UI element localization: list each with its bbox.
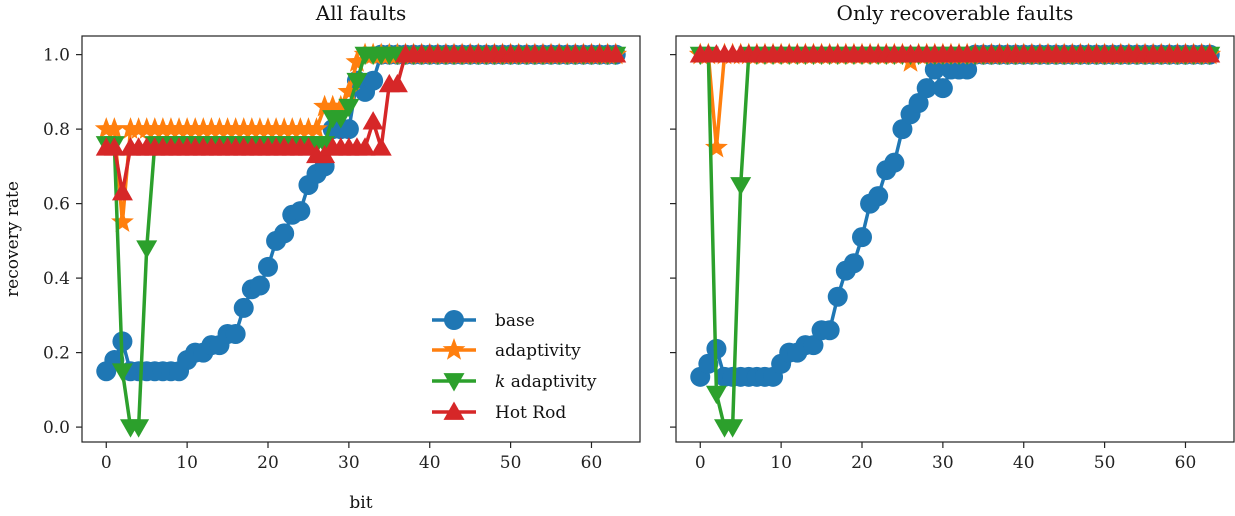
data-point	[892, 119, 913, 140]
data-point	[908, 93, 929, 114]
x-tick-label: 10	[176, 453, 198, 473]
series-line	[104, 52, 616, 373]
data-point	[803, 335, 824, 356]
series-line	[698, 52, 1210, 379]
y-tick-label: 0.2	[43, 344, 70, 364]
y-tick-label: 1.0	[43, 46, 70, 66]
legend-marker-circle	[444, 310, 464, 330]
x-tick-label: 40	[419, 453, 441, 473]
data-point	[249, 275, 270, 296]
series-hot-rod	[95, 44, 627, 201]
data-point	[363, 70, 384, 91]
data-point	[705, 385, 727, 405]
x-tick-label: 40	[1013, 453, 1035, 473]
legend-label: base	[495, 311, 535, 331]
data-point	[337, 79, 361, 102]
data-point	[884, 152, 905, 173]
data-point	[843, 253, 864, 274]
x-tick-label: 30	[338, 453, 360, 473]
series-base	[96, 44, 626, 382]
data-point	[330, 110, 352, 129]
data-point	[868, 186, 889, 207]
x-tick-label: 60	[581, 453, 603, 473]
legend-marker-triangle-down	[443, 373, 465, 392]
data-point	[274, 223, 295, 244]
axes-frame	[675, 35, 1235, 443]
data-point	[329, 94, 353, 117]
data-point	[346, 72, 368, 92]
y-axis-label: recovery rate	[3, 181, 23, 297]
data-point	[103, 137, 125, 156]
data-point	[1199, 44, 1221, 63]
data-point	[345, 50, 369, 72]
x-tick-label: 0	[101, 453, 112, 473]
chart-title: Only recoverable faults	[837, 1, 1074, 25]
data-point	[370, 137, 392, 156]
legend-label-italic: k	[495, 372, 505, 392]
x-tick-label: 60	[1175, 453, 1197, 473]
data-point	[290, 201, 311, 222]
legend-marker-triangle-up	[443, 401, 465, 420]
legend-label: Hot Rod	[495, 403, 566, 423]
legend-marker-star	[442, 338, 466, 360]
legend-item-k-adaptivity: k adaptivity	[432, 372, 597, 392]
data-point	[338, 119, 359, 140]
data-point	[128, 419, 150, 438]
data-point	[730, 177, 752, 196]
data-point	[852, 227, 872, 248]
legend-item-base: base	[432, 310, 535, 331]
data-point	[111, 210, 134, 232]
data-point	[111, 363, 133, 382]
y-tick-label: 0.4	[43, 269, 70, 289]
x-tick-label: 50	[1094, 453, 1116, 473]
y-tick-label: 0.0	[43, 418, 70, 438]
x-tick-label: 0	[695, 453, 706, 473]
y-tick-label: 0.6	[43, 195, 70, 215]
data-point	[354, 137, 376, 156]
data-point	[916, 78, 937, 99]
data-point	[605, 44, 627, 63]
x-tick-label: 50	[500, 453, 522, 473]
legend-label: k adaptivity	[495, 372, 597, 392]
legend-label-rest: adaptivity	[505, 372, 597, 392]
chart-panel-only-recoverable-faults: 0 10 20 30 40 50 60 Only recoverable faults	[670, 1, 1235, 473]
x-tick-label: 30	[932, 453, 954, 473]
data-point	[932, 78, 953, 99]
x-tick-label: 20	[257, 453, 279, 473]
data-point	[722, 419, 744, 438]
chart-title: All faults	[315, 1, 407, 25]
data-point	[338, 98, 360, 118]
x-tick-label: 10	[770, 453, 792, 473]
data-point	[111, 181, 133, 201]
y-tick-label: 0.8	[43, 120, 70, 140]
data-point	[102, 117, 126, 139]
x-axis-label: bit	[349, 493, 372, 513]
data-point	[705, 135, 728, 158]
data-point	[233, 297, 254, 318]
series-hot-rod	[689, 44, 1221, 63]
legend-item-adaptivity: adaptivity	[432, 338, 581, 361]
legend-label: adaptivity	[495, 341, 581, 361]
data-point	[827, 286, 848, 307]
legend: base adaptivity k adaptivity Hot Rod	[432, 310, 597, 423]
axes-frame	[81, 35, 641, 443]
x-tick-label: 20	[851, 453, 873, 473]
data-point	[386, 73, 408, 93]
data-point	[258, 256, 278, 277]
data-point	[225, 323, 246, 344]
data-point	[957, 59, 978, 80]
data-point	[698, 353, 719, 374]
data-point	[362, 111, 384, 130]
series-base	[690, 44, 1220, 387]
data-point	[924, 59, 945, 80]
legend-item-hot-rod: Hot Rod	[432, 401, 566, 423]
data-point	[305, 117, 328, 139]
chart-panel-all-faults: 0 10 20 30 40 50 60 0.0 0.2 0.4 0.6 0.8 1.0 All faul…	[3, 1, 641, 513]
data-point	[819, 320, 840, 341]
data-point	[136, 240, 158, 259]
